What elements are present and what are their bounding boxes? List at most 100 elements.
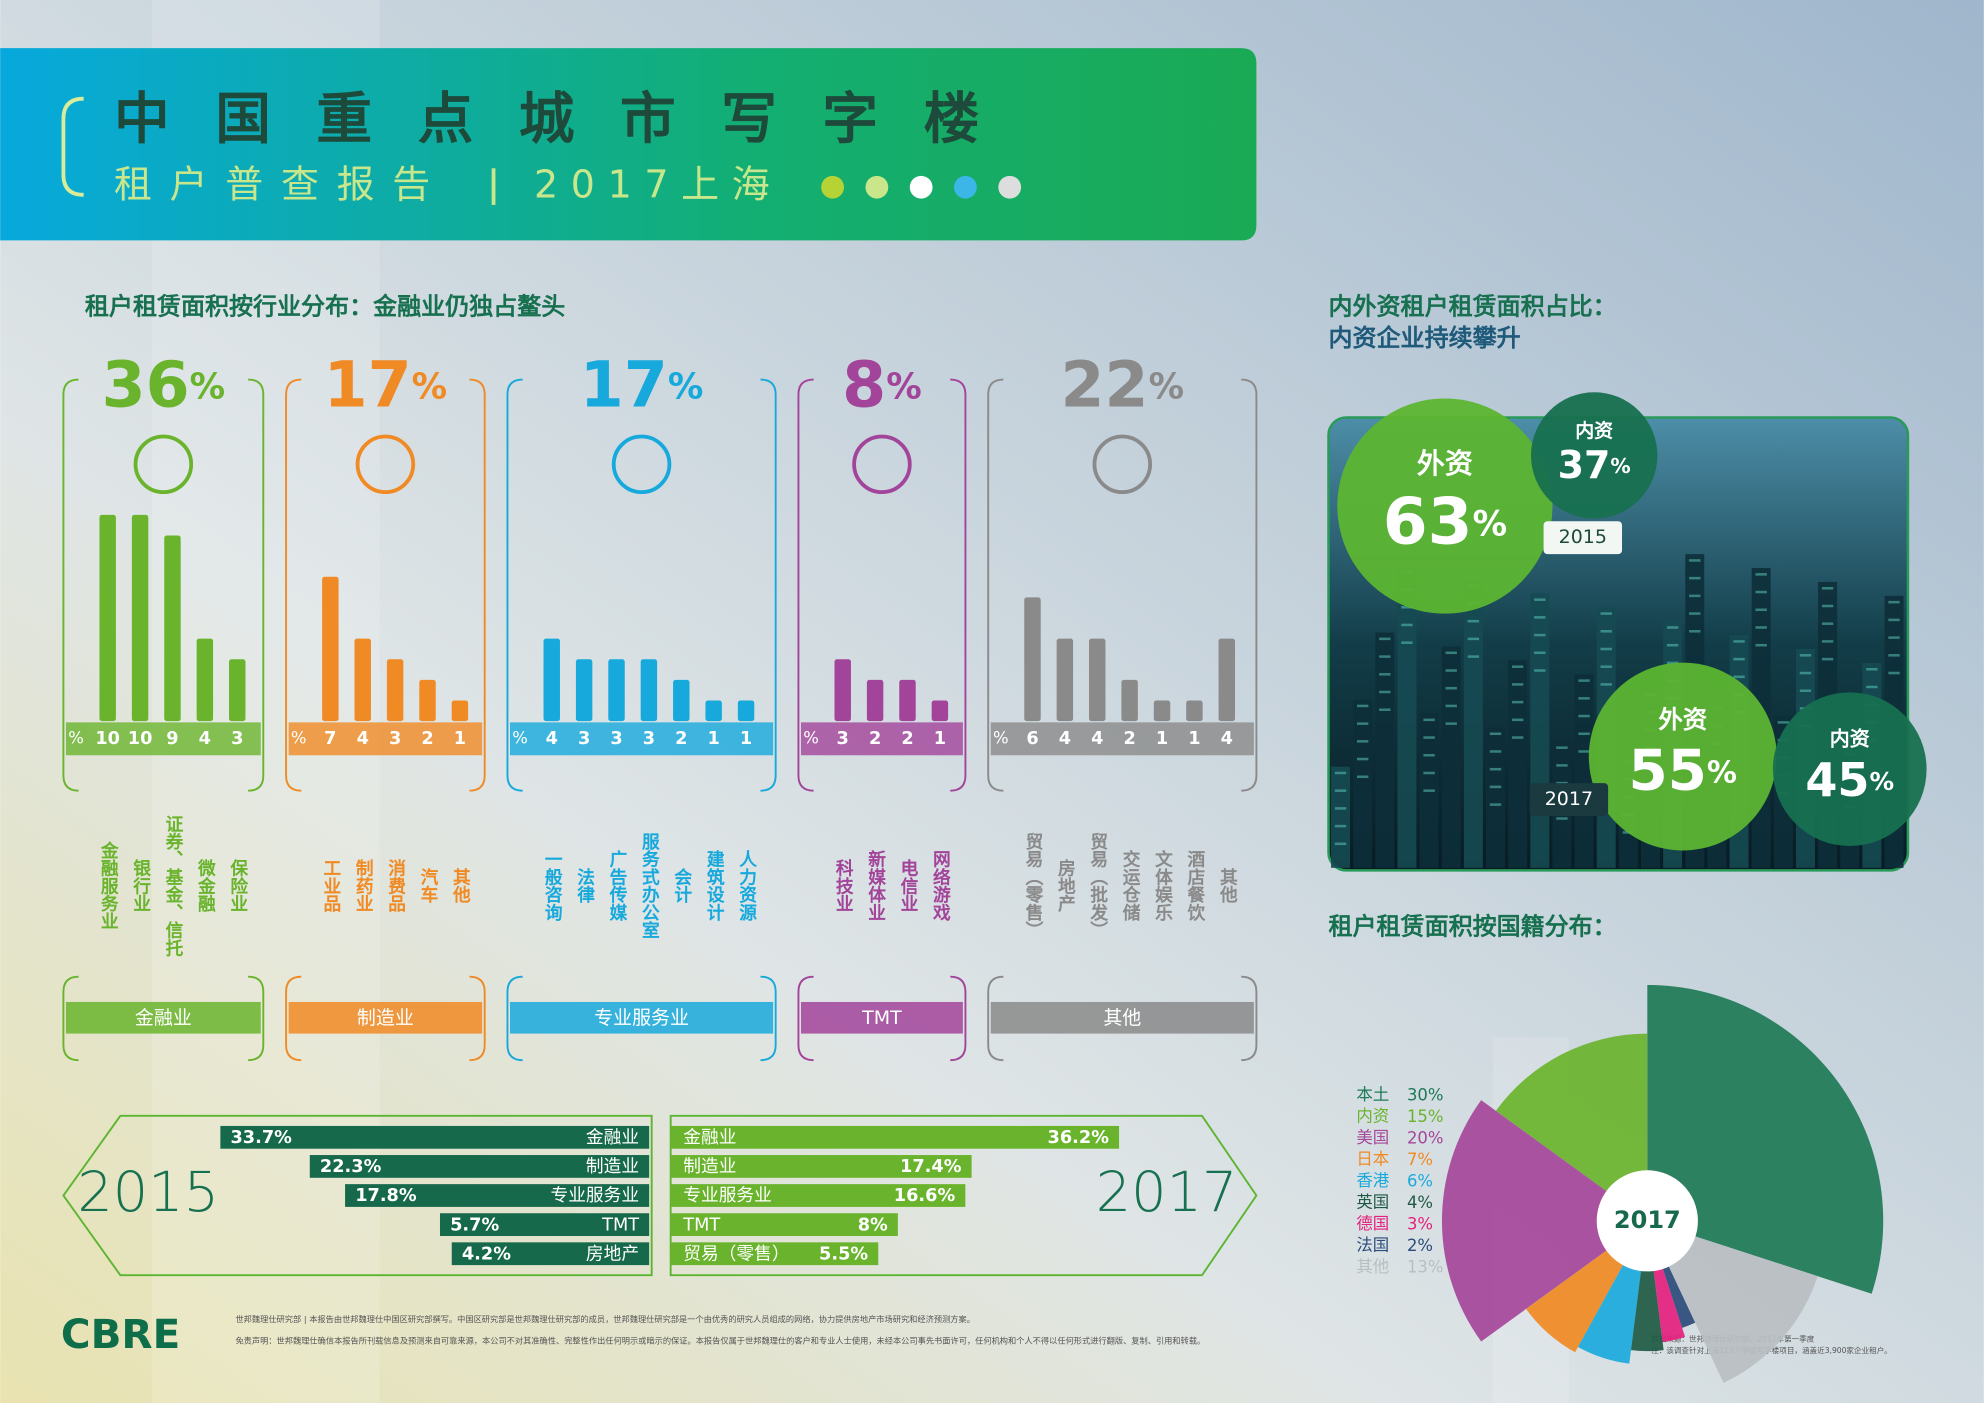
city-window (1666, 661, 1679, 665)
legend-name: 英国 (1356, 1193, 1389, 1212)
bar (1186, 700, 1203, 722)
bar (575, 659, 593, 722)
bracket (760, 378, 777, 792)
category-label: 其他 (1217, 867, 1239, 903)
city-window (1467, 619, 1480, 623)
bubble-unit: % (1707, 755, 1737, 790)
group-strip (509, 1001, 774, 1034)
share-unit: % (1149, 366, 1184, 407)
bracket (987, 975, 1004, 1062)
bracket (987, 378, 1004, 792)
compare-bar (309, 1155, 650, 1178)
section-title: 租户租赁面积按国籍分布： (1329, 912, 1617, 940)
category-label: 广告传媒 (607, 849, 629, 922)
compare-category: 贸易（零售） (683, 1243, 789, 1264)
series-year: 2015 (77, 1160, 219, 1225)
bubble-value: 37% (1558, 442, 1631, 486)
legend-unit: % (1428, 1128, 1444, 1147)
group-icon (133, 434, 194, 495)
city-window (1379, 673, 1391, 676)
header-subtitle: 租户普查报告 (114, 163, 448, 207)
group-share: 17% (580, 347, 704, 421)
compare-frame (62, 1114, 653, 1277)
category-label: 保险业 (227, 858, 249, 913)
city-window (1755, 590, 1767, 594)
city-window (1511, 700, 1524, 704)
city-window (1755, 573, 1767, 576)
city-building (1331, 766, 1351, 868)
city-window (1689, 612, 1701, 615)
legend-number: 2 (1407, 1236, 1417, 1255)
city-window (1445, 722, 1457, 725)
bar (196, 638, 214, 722)
category-label: 电信业 (897, 858, 918, 913)
city-window (1534, 616, 1546, 619)
bar (1056, 638, 1074, 722)
city-window (1489, 785, 1502, 789)
city-window (1600, 647, 1612, 651)
category-label: 人力资源 (736, 850, 757, 922)
city-window (1445, 669, 1457, 672)
year-tag-label: 2015 (1559, 526, 1607, 548)
city-window (1379, 690, 1391, 694)
bar-value: 1 (454, 729, 466, 749)
value-strip (509, 722, 774, 756)
city-window (1888, 671, 1900, 675)
legend-number: 15 (1407, 1107, 1428, 1126)
legend-unit: % (1417, 1150, 1433, 1169)
rose-slice (1441, 1100, 1648, 1342)
category-label: 科技业 (833, 858, 854, 913)
city-window (1755, 608, 1767, 612)
legend-value: 3% (1407, 1214, 1433, 1233)
compare-value: 36.2% (1048, 1128, 1110, 1148)
city-window (1489, 732, 1502, 736)
city-building (1375, 632, 1395, 868)
bar-value: 1 (934, 729, 946, 749)
bar (99, 514, 116, 722)
category-label: 贸易（批发） (1087, 831, 1109, 939)
share-unit: % (190, 366, 225, 407)
bar (673, 679, 690, 722)
legend-value: 15% (1407, 1107, 1444, 1126)
bar (1153, 700, 1171, 722)
compare-bar (451, 1242, 650, 1266)
city-window (1733, 640, 1745, 643)
header-dot (865, 175, 889, 199)
section-title: 租户租赁面积按行业分布：金融业仍独占鳌头 (85, 292, 565, 320)
city-window (1689, 576, 1701, 580)
rose-slice (1647, 984, 1884, 1294)
category-label: 网络游戏 (930, 850, 952, 922)
bar-value: 9 (166, 729, 178, 749)
legend-number: 3 (1407, 1214, 1417, 1233)
category-label: 银行业 (130, 858, 152, 913)
bubble-unit: % (1473, 504, 1508, 544)
legend-unit: % (1428, 1085, 1444, 1104)
group-strip (800, 1001, 963, 1034)
category-label: 一般咨询 (542, 850, 563, 921)
legend-unit: % (1417, 1171, 1433, 1190)
category-label: 交运仓储 (1120, 849, 1142, 922)
category-label: 建筑设计 (704, 849, 725, 922)
city-window (1689, 559, 1701, 562)
bracket (797, 975, 814, 1062)
city-window (1423, 754, 1435, 757)
bar-value: 4 (1221, 729, 1233, 749)
compare-value: 33.7% (230, 1128, 292, 1148)
bracket (285, 378, 302, 792)
bar-value: 10 (128, 729, 153, 749)
city-window (1821, 587, 1834, 590)
bar (866, 679, 884, 722)
legend-name: 法国 (1356, 1236, 1389, 1255)
compare-value: 16.6% (894, 1186, 956, 1206)
city-window (1356, 722, 1369, 725)
group-strip (990, 1001, 1254, 1034)
legend-name: 内资 (1356, 1107, 1389, 1126)
header-dot (998, 175, 1022, 199)
footer-disclaimer: 免责声明：世邦魏理仕确信本报告所刊载信息及预测来自可靠来源，本公司不对其准确性、… (235, 1336, 1205, 1346)
bubble-value: 55% (1628, 738, 1737, 803)
header-dot (954, 175, 977, 199)
city-building (1486, 727, 1505, 868)
city-window (1334, 807, 1347, 810)
city-window (1556, 746, 1568, 749)
